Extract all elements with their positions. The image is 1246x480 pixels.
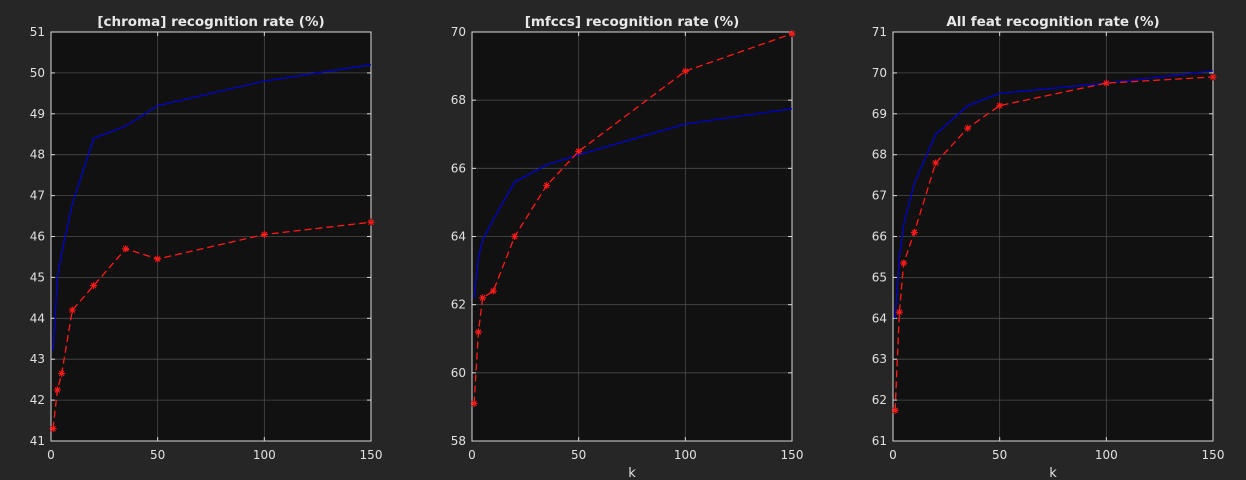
asterisk-data-point: [90, 282, 98, 290]
asterisk-data-point: [511, 233, 519, 240]
y-tick-label: 49: [30, 107, 45, 121]
asterisk-data-point: [900, 259, 908, 267]
x-tick-label: 100: [674, 448, 697, 462]
mfccs-plot: 0 50 100 150 58 60 62 64 66 68 70 [mfccs] recogniti…: [451, 14, 804, 480]
y-tick-label: 70: [872, 66, 887, 80]
x-axis-label: k: [1049, 466, 1057, 480]
asterisk-data-point: [788, 30, 796, 38]
x-tick-label: 100: [253, 448, 276, 462]
asterisk-data-point: [58, 370, 66, 378]
y-tick-label: 41: [30, 434, 45, 448]
asterisk-data-point: [575, 147, 583, 155]
asterisk-data-point: [489, 287, 497, 295]
x-tick-label: 50: [571, 448, 586, 462]
x-tick-label: 0: [889, 448, 897, 462]
asterisk-data-point: [154, 255, 162, 263]
asterisk-data-point: [932, 159, 940, 167]
y-tick-label: 65: [872, 270, 887, 284]
x-axis-label: k: [628, 466, 636, 480]
x-tick-label: 50: [992, 448, 1007, 462]
asterisk-data-point: [479, 294, 487, 302]
y-tick-label: 46: [30, 230, 45, 244]
solid-series-line: [52, 64, 372, 352]
y-tick-label: 68: [451, 93, 466, 107]
asterisk-data-point: [1102, 79, 1110, 87]
y-tick-label: 50: [30, 66, 45, 80]
x-tick-label: 0: [47, 448, 55, 462]
all-feat-plot: 0 50 100 150 61 62 63 64 65 66 67 68 69 70 71 All feat …: [872, 14, 1225, 480]
chart-title: [chroma] recognition rate (%): [97, 14, 324, 30]
asterisk-data-point: [964, 124, 972, 132]
asterisk-data-point: [49, 425, 57, 433]
y-tick-label: 64: [872, 311, 887, 325]
y-tick-label: 69: [872, 107, 887, 121]
y-tick-label: 48: [30, 148, 45, 162]
asterisk-data-point: [895, 308, 903, 316]
asterisk-data-point: [122, 245, 130, 253]
solid-series-line: [473, 108, 793, 298]
y-tick-label: 63: [872, 352, 887, 366]
asterisk-data-point: [68, 306, 76, 314]
dashed-series-line: [894, 76, 1214, 411]
x-tick-label: 150: [360, 448, 383, 462]
asterisk-data-point: [910, 228, 918, 236]
y-tick-label: 70: [451, 25, 466, 39]
asterisk-data-point: [543, 181, 551, 189]
y-tick-label: 47: [30, 189, 45, 203]
x-tick-label: 150: [1202, 448, 1225, 462]
y-tick-label: 62: [872, 393, 887, 407]
asterisk-data-point: [260, 230, 268, 238]
x-tick-label: 50: [150, 448, 165, 462]
y-tick-label: 66: [451, 161, 466, 175]
y-tick-label: 62: [451, 298, 466, 312]
y-tick-label: 71: [872, 25, 887, 39]
y-tick-label: 60: [451, 366, 466, 380]
asterisk-data-point: [891, 406, 899, 414]
y-tick-label: 68: [872, 148, 887, 162]
y-tick-label: 44: [30, 311, 45, 325]
y-tick-label: 67: [872, 189, 887, 203]
x-tick-label: 0: [468, 448, 476, 462]
y-tick-label: 66: [872, 230, 887, 244]
asterisk-data-point: [470, 400, 478, 408]
y-tick-label: 45: [30, 270, 45, 284]
dashed-series-line: [52, 221, 372, 429]
asterisk-data-point: [53, 386, 61, 394]
chroma-plot: 0 50 100 150 41 42 43 44 45 46 47 48 49 50 51 [chroma] …: [30, 14, 383, 462]
asterisk-data-point: [1209, 73, 1217, 81]
chart-title: [mfccs] recognition rate (%): [525, 14, 740, 30]
asterisk-data-point: [996, 102, 1004, 110]
y-tick-label: 42: [30, 393, 45, 407]
y-tick-label: 58: [451, 434, 466, 448]
y-tick-label: 61: [872, 434, 887, 448]
y-tick-label: 64: [451, 230, 466, 244]
asterisk-data-point: [474, 328, 482, 336]
y-tick-label: 43: [30, 352, 45, 366]
asterisk-data-point: [681, 67, 689, 75]
y-tick-label: 51: [30, 25, 45, 39]
chart-title: All feat recognition rate (%): [946, 14, 1159, 30]
solid-series-line: [894, 70, 1214, 319]
x-tick-label: 100: [1095, 448, 1118, 462]
x-tick-label: 150: [781, 448, 804, 462]
asterisk-data-point: [367, 218, 375, 226]
